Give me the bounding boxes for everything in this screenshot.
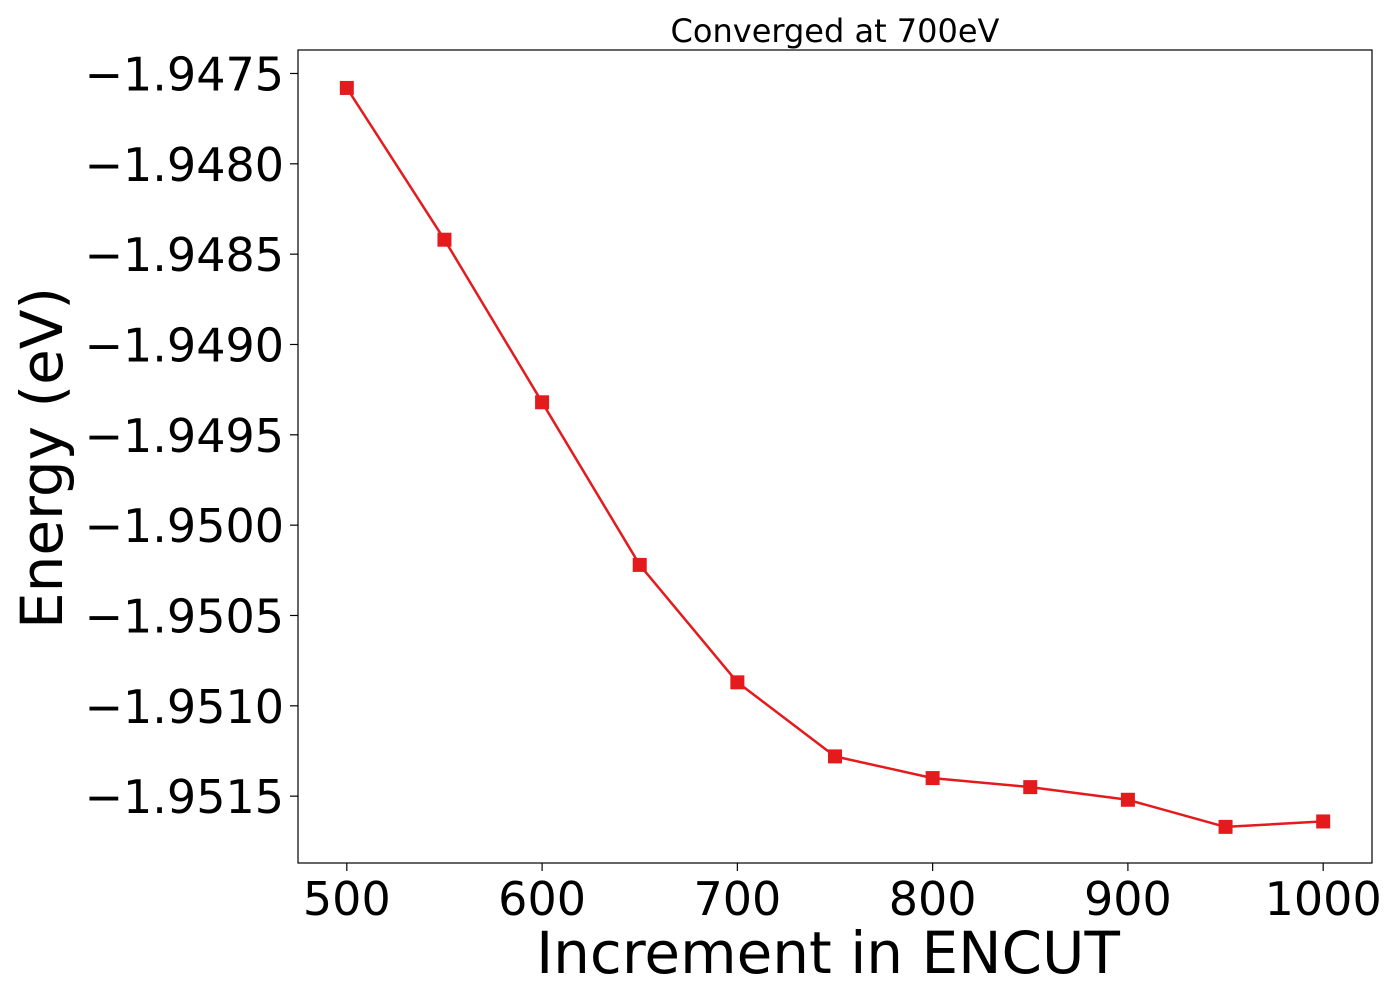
x-tick-label: 900 xyxy=(1084,872,1172,926)
x-tick-label: 600 xyxy=(498,872,586,926)
data-point-marker xyxy=(535,395,550,410)
x-tick-label: 800 xyxy=(889,872,977,926)
y-tick-label: −1.9480 xyxy=(85,138,285,192)
x-tick-label: 500 xyxy=(303,872,391,926)
plot-area-frame xyxy=(297,49,1373,864)
series-markers xyxy=(339,80,1331,834)
data-point-marker xyxy=(1023,780,1038,795)
y-tick-label: −1.9505 xyxy=(85,589,285,643)
y-axis-label: Energy (eV) xyxy=(8,287,76,629)
y-tick-label: −1.9485 xyxy=(85,228,285,282)
chart-title: Converged at 700eV xyxy=(671,12,1000,50)
y-tick-label: −1.9495 xyxy=(85,409,285,463)
x-axis-label: Increment in ENCUT xyxy=(536,919,1120,987)
x-tick-label: 700 xyxy=(693,872,781,926)
data-point-marker xyxy=(632,557,647,572)
data-point-marker xyxy=(339,80,354,95)
y-tick-label: −1.9510 xyxy=(85,680,285,734)
data-point-marker xyxy=(1218,819,1233,834)
y-tick-label: −1.9515 xyxy=(85,770,285,824)
x-tick-label: 1000 xyxy=(1265,872,1382,926)
data-point-marker xyxy=(1120,792,1135,807)
y-tick-label: −1.9490 xyxy=(85,318,285,372)
data-point-marker xyxy=(1316,814,1331,829)
data-point-marker xyxy=(730,675,745,690)
y-axis-ticks: −1.9475 −1.9480 −1.9485 −1.9490 −1.9495 −1.95… xyxy=(85,47,298,824)
x-axis-ticks: 500 600 700 800 900 1000 xyxy=(303,863,1382,926)
data-point-marker xyxy=(925,771,940,786)
data-point-marker xyxy=(437,232,452,247)
data-point-marker xyxy=(828,749,842,764)
y-tick-label: −1.9500 xyxy=(85,499,285,553)
y-tick-label: −1.9475 xyxy=(85,47,285,101)
